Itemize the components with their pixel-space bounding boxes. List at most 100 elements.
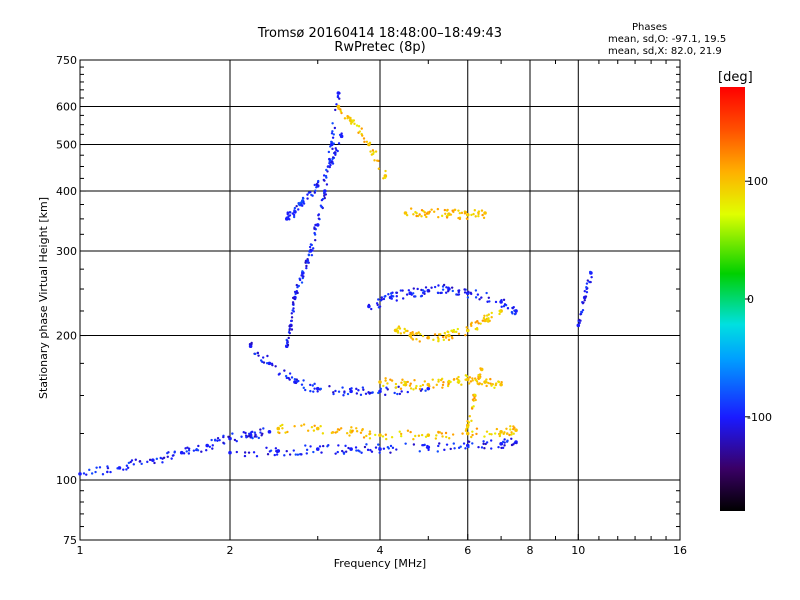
data-point bbox=[465, 377, 470, 382]
data-point bbox=[216, 439, 219, 442]
data-point bbox=[509, 425, 512, 428]
data-point bbox=[423, 380, 427, 383]
data-point bbox=[281, 423, 284, 427]
data-point bbox=[322, 174, 326, 177]
data-point bbox=[433, 333, 437, 336]
data-point bbox=[416, 287, 419, 291]
data-point bbox=[254, 433, 257, 436]
data-point bbox=[443, 448, 446, 452]
data-point bbox=[319, 425, 322, 428]
data-point bbox=[469, 380, 473, 383]
data-point bbox=[497, 380, 501, 384]
data-point bbox=[370, 307, 373, 311]
y-tick-label: 400 bbox=[56, 185, 77, 198]
data-point bbox=[393, 391, 396, 395]
data-point bbox=[377, 298, 380, 301]
data-point bbox=[471, 377, 474, 380]
data-point bbox=[450, 329, 454, 333]
data-point bbox=[323, 196, 326, 200]
data-point bbox=[261, 432, 264, 435]
data-point bbox=[259, 428, 262, 431]
data-point bbox=[508, 433, 511, 437]
data-point bbox=[283, 369, 286, 372]
chart-subtitle: RwPretec (8p) bbox=[334, 40, 426, 55]
data-point bbox=[500, 299, 503, 302]
data-point bbox=[378, 451, 381, 454]
data-point bbox=[187, 452, 191, 455]
data-point bbox=[372, 151, 375, 154]
data-point bbox=[295, 378, 298, 381]
data-point bbox=[317, 179, 320, 183]
data-point bbox=[399, 289, 403, 292]
data-point bbox=[309, 389, 312, 393]
data-point bbox=[490, 384, 493, 387]
data-point bbox=[313, 382, 316, 386]
data-point bbox=[380, 296, 384, 299]
data-point bbox=[585, 290, 589, 294]
data-point bbox=[470, 324, 473, 328]
data-point bbox=[306, 197, 309, 200]
data-point bbox=[267, 430, 272, 434]
data-point bbox=[313, 227, 316, 230]
data-point bbox=[471, 433, 474, 437]
data-point bbox=[286, 343, 290, 347]
data-point bbox=[349, 116, 352, 120]
data-point bbox=[228, 450, 232, 455]
data-point bbox=[235, 450, 239, 454]
data-point bbox=[179, 450, 184, 455]
data-point bbox=[291, 301, 295, 304]
data-point bbox=[421, 291, 425, 295]
data-point bbox=[267, 361, 272, 366]
data-point bbox=[370, 391, 374, 394]
data-point bbox=[322, 178, 326, 182]
data-point bbox=[395, 295, 398, 298]
data-point bbox=[171, 454, 175, 457]
data-point bbox=[213, 438, 217, 442]
data-point bbox=[585, 287, 588, 291]
data-point bbox=[457, 216, 460, 220]
data-point bbox=[288, 453, 292, 456]
y-tick-label: 100 bbox=[56, 474, 77, 487]
data-point bbox=[339, 427, 343, 430]
data-point bbox=[482, 216, 486, 220]
data-point bbox=[450, 335, 454, 339]
data-point bbox=[332, 391, 335, 394]
data-point bbox=[480, 383, 484, 386]
data-point bbox=[349, 122, 353, 125]
data-point bbox=[278, 431, 281, 435]
data-point bbox=[266, 453, 270, 456]
data-point bbox=[349, 389, 353, 394]
data-point bbox=[299, 201, 302, 204]
data-point bbox=[428, 210, 431, 214]
data-point bbox=[270, 362, 274, 366]
data-point bbox=[503, 303, 507, 306]
data-point bbox=[449, 213, 453, 216]
data-point bbox=[334, 452, 337, 455]
data-point bbox=[463, 288, 466, 291]
data-point bbox=[588, 280, 591, 284]
data-point bbox=[468, 415, 472, 418]
data-point bbox=[240, 435, 243, 438]
data-point bbox=[309, 243, 313, 246]
data-point bbox=[302, 423, 306, 426]
data-point bbox=[382, 384, 385, 388]
x-tick-label: 8 bbox=[527, 544, 534, 557]
data-point bbox=[285, 449, 288, 453]
data-point bbox=[350, 387, 353, 390]
data-point bbox=[315, 186, 318, 189]
data-point bbox=[293, 206, 297, 210]
data-point bbox=[318, 445, 322, 448]
data-point bbox=[378, 380, 382, 384]
data-point bbox=[444, 431, 448, 435]
data-point bbox=[434, 437, 438, 440]
data-point bbox=[98, 466, 102, 469]
data-point bbox=[495, 427, 499, 431]
data-point bbox=[417, 331, 420, 334]
data-point bbox=[340, 449, 344, 453]
data-point bbox=[357, 449, 360, 452]
data-point bbox=[412, 213, 415, 216]
data-point bbox=[472, 212, 475, 216]
x-tick-label: 4 bbox=[377, 544, 384, 557]
data-point bbox=[449, 380, 452, 384]
data-point bbox=[386, 388, 389, 391]
